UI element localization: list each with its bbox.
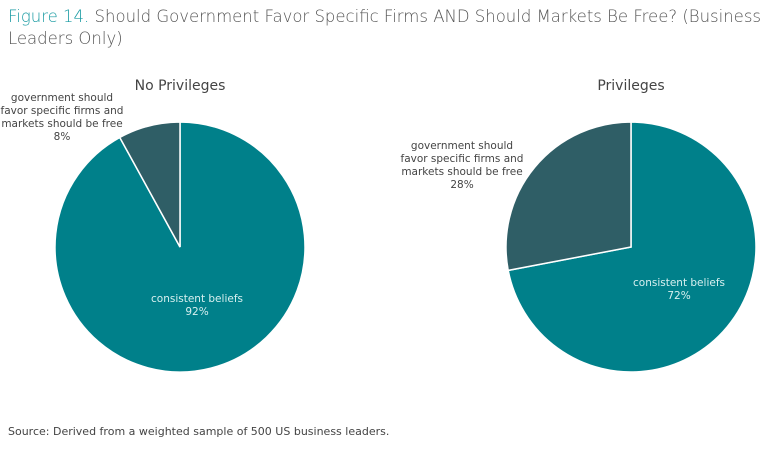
slice-label: government should xyxy=(11,92,113,104)
figure-number: Figure 14. xyxy=(8,7,90,26)
pie-slice xyxy=(118,121,181,248)
slice-label: markets should be free xyxy=(401,166,522,178)
slice-label: government should xyxy=(411,140,513,152)
slice-value-label: 92% xyxy=(185,306,208,318)
pie-slice xyxy=(505,121,632,272)
slice-value-label: 8% xyxy=(54,131,71,143)
slice-label: favor specific firms and xyxy=(401,153,524,165)
slice-value-label: 28% xyxy=(450,179,473,191)
pie-slice xyxy=(507,121,757,373)
slice-label: markets should be free xyxy=(1,118,122,130)
pie-title: No Privileges xyxy=(135,78,226,94)
title-text: Should Government Favor Specific Firms A… xyxy=(8,7,762,48)
source-note: Source: Derived from a weighted sample o… xyxy=(8,425,390,438)
slice-value-label: 72% xyxy=(667,290,690,302)
slice-label: consistent beliefs xyxy=(151,293,243,305)
chart-title: Figure 14. Should Government Favor Speci… xyxy=(8,6,768,50)
pie-title: Privileges xyxy=(597,78,664,94)
slice-label: favor specific firms and xyxy=(1,105,124,117)
slice-label: consistent beliefs xyxy=(633,277,725,289)
